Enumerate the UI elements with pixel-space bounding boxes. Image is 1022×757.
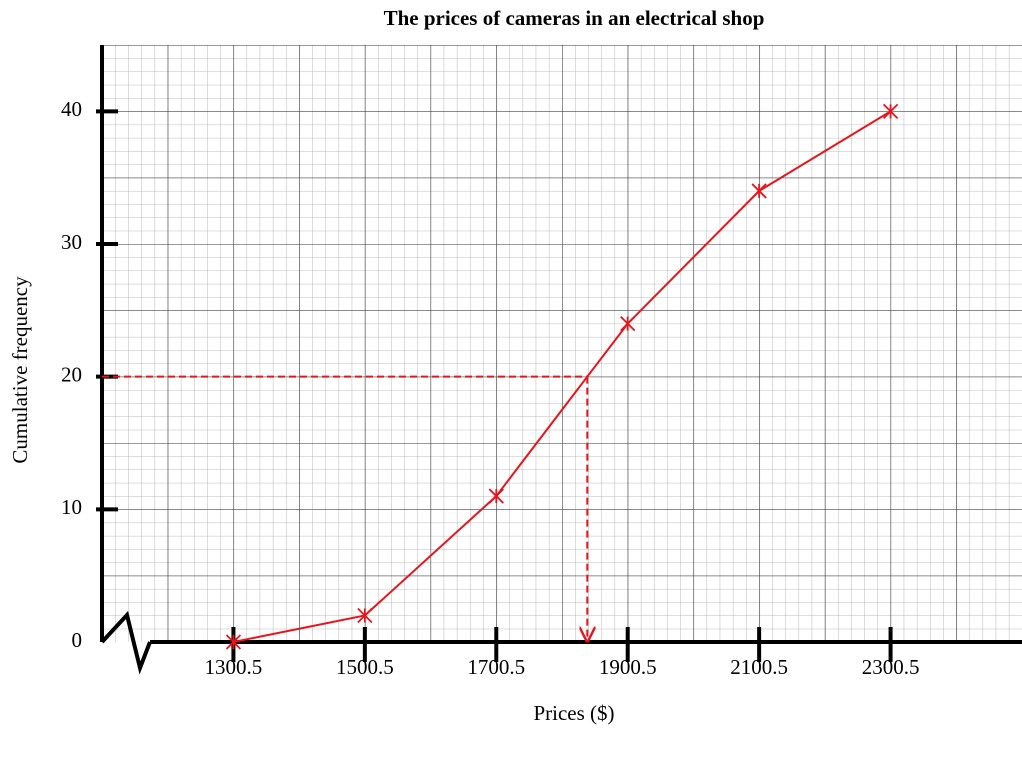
series-line [233,110,892,643]
point-marker [882,103,899,119]
major-grid [102,45,1022,642]
x-tick-label: 1900.5 [599,655,657,679]
point-marker [225,634,242,650]
point-marker [620,315,636,332]
point-marker [751,183,767,199]
x-tick-label: 1300.5 [205,655,263,679]
x-tick-label: 2100.5 [730,655,788,679]
y-tick-label: 10 [61,495,82,519]
x-axis-label: Prices ($) [533,701,614,725]
y-tick-label: 0 [72,628,83,652]
x-tick-label: 1700.5 [467,655,525,679]
x-tick-label: 2300.5 [862,655,920,679]
y-tick-label: 40 [61,97,82,121]
y-tick-label: 20 [61,362,82,386]
y-tick-label: 30 [61,230,82,254]
chart-title: The prices of cameras in an electrical s… [384,6,765,30]
y-axis-label: Cumulative frequency [8,276,32,464]
point-marker [357,607,373,624]
point-marker [488,488,504,504]
x-tick-label: 1500.5 [336,655,394,679]
graph-paper [102,45,1022,642]
axis-break [100,610,152,675]
